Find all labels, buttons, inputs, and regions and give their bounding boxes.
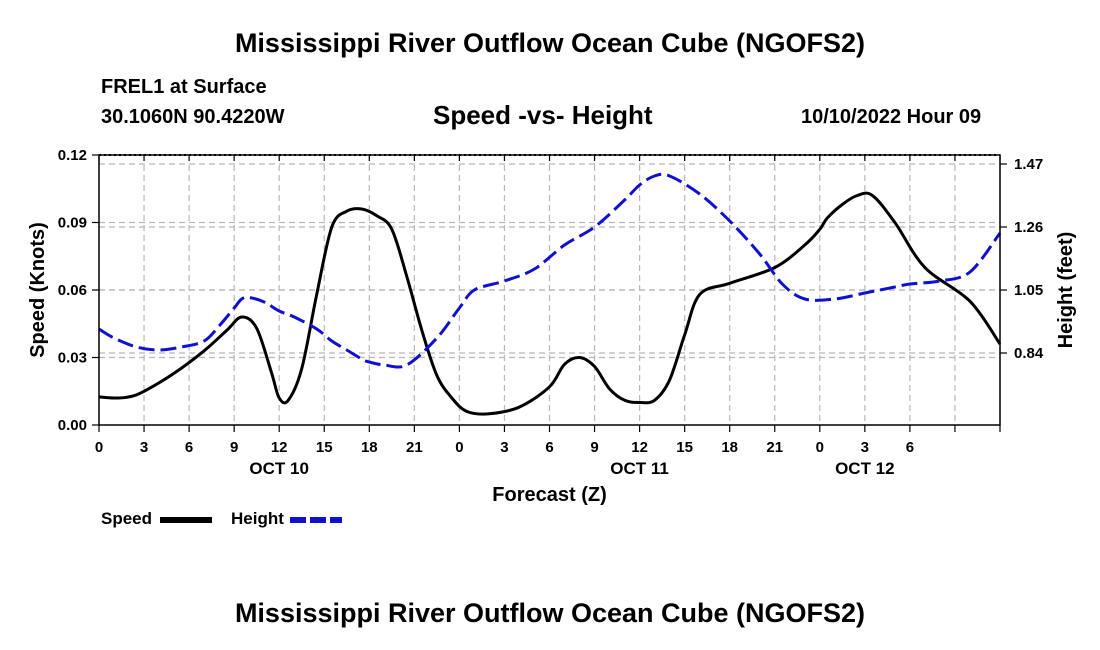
y-axis-title: Speed (Knots)	[27, 222, 49, 358]
date-label: OCT 11	[610, 459, 669, 478]
legend-height-label: Height	[231, 509, 284, 528]
chart-title: Speed -vs- Height	[433, 100, 653, 130]
x-tick-label: 9	[230, 439, 238, 456]
x-tick-label: 6	[185, 439, 193, 456]
x-tick-label: 21	[406, 439, 423, 456]
coordinates-label: 30.1060N 90.4220W	[101, 106, 285, 128]
x-tick-label: 3	[500, 439, 508, 456]
x-tick-label: 3	[140, 439, 148, 456]
x-tick-label: 0	[95, 439, 103, 456]
y2-tick-label: 1.47	[1014, 156, 1043, 173]
x-tick-label: 18	[721, 439, 738, 456]
x-tick-label: 6	[545, 439, 553, 456]
y-tick-label: 0.03	[58, 350, 87, 367]
axis-labels: 0 3 6 9 12 15 18 21 0 3 6 9 12 15 18 21 0 3 6 OCT 10 OCT 11 O…	[27, 147, 1077, 506]
series-lines	[98, 172, 1002, 416]
x-tick-label: 12	[271, 439, 288, 456]
x-tick-label: 0	[455, 439, 463, 456]
x-tick-label: 9	[590, 439, 598, 456]
height-series-line	[98, 172, 1002, 369]
x-tick-label: 6	[906, 439, 914, 456]
x-tick-label: 3	[861, 439, 869, 456]
legend-speed-swatch	[160, 517, 212, 523]
date-label: OCT 10	[249, 459, 309, 478]
speed-height-chart: 0 3 6 9 12 15 18 21 0 3 6 9 12 15 18 21 0 3 6 OCT 10 OCT 11 O…	[27, 147, 1077, 506]
date-label: OCT 12	[835, 459, 895, 478]
y-tick-label: 0.12	[58, 147, 87, 164]
x-axis-title: Forecast (Z)	[492, 484, 606, 506]
footer-title: Mississippi River Outflow Ocean Cube (NG…	[234, 598, 866, 628]
main-title: Mississippi River Outflow Ocean Cube (NG…	[234, 28, 866, 58]
x-tick-label: 12	[631, 439, 648, 456]
x-tick-label: 15	[316, 439, 333, 456]
forecast-date-label: 10/10/2022 Hour 09	[801, 106, 982, 128]
y-tick-label: 0.06	[58, 282, 87, 299]
x-tick-label: 15	[676, 439, 693, 456]
grid-lines	[99, 155, 1000, 425]
speed-series-line	[98, 191, 1002, 416]
station-label: FREL1 at Surface	[101, 76, 267, 98]
legend-height-swatch	[290, 517, 342, 523]
x-tick-label: 21	[766, 439, 783, 456]
y-tick-label: 0.09	[58, 215, 87, 232]
y-tick-label: 0.00	[58, 417, 87, 434]
legend-speed-label: Speed	[101, 509, 153, 528]
y2-axis-title: Height (feet)	[1055, 232, 1077, 349]
y2-tick-label: 0.84	[1014, 345, 1044, 362]
x-tick-label: 0	[816, 439, 824, 456]
x-tick-label: 18	[361, 439, 378, 456]
y2-tick-label: 1.05	[1014, 282, 1043, 299]
y2-tick-label: 1.26	[1014, 219, 1043, 236]
